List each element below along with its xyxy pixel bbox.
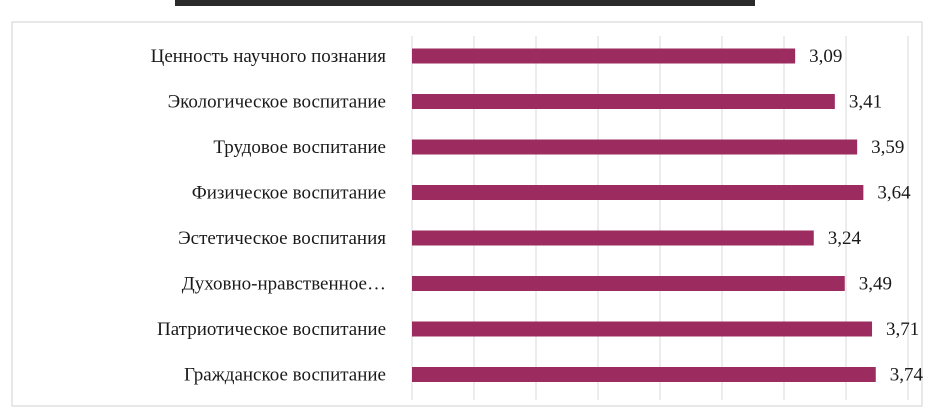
value-label-5: 3,49 — [859, 274, 892, 295]
value-label-7: 3,74 — [890, 365, 924, 386]
category-label-0: Ценность научного познания — [151, 46, 387, 67]
bar-0 — [412, 48, 796, 64]
value-label-3: 3,64 — [877, 183, 911, 204]
value-label-6: 3,71 — [886, 319, 919, 340]
category-label-2: Трудовое воспитание — [213, 137, 386, 158]
value-label-4: 3,24 — [828, 228, 862, 249]
bar-2 — [412, 139, 858, 155]
bar-1 — [412, 94, 835, 109]
bar-3 — [412, 185, 864, 200]
grid-layer — [411, 36, 909, 400]
category-label-6: Патриотическое воспитание — [157, 319, 386, 340]
cropped-title-strip — [175, 0, 755, 6]
bar-5 — [412, 276, 845, 291]
bar-6 — [412, 321, 873, 337]
category-label-layer: Ценность научного познания Экологическое … — [151, 46, 387, 386]
category-label-4: Эстетическое воспитания — [178, 228, 386, 249]
value-label-layer: 3,09 3,41 3,59 3,64 3,24 3,49 3,71 3,74 — [809, 46, 923, 386]
category-label-1: Экологическое воспитание — [168, 92, 386, 113]
bar-layer — [412, 48, 876, 382]
category-label-7: Гражданское воспитание — [184, 365, 386, 386]
bar-4 — [412, 230, 814, 246]
value-label-0: 3,09 — [809, 46, 842, 67]
value-label-1: 3,41 — [849, 92, 882, 113]
plot-frame — [11, 21, 923, 407]
category-label-5: Духовно-нравственное… — [182, 274, 386, 295]
value-label-2: 3,59 — [871, 137, 904, 158]
category-label-3: Физическое воспитание — [192, 183, 386, 204]
bar-7 — [412, 367, 876, 382]
